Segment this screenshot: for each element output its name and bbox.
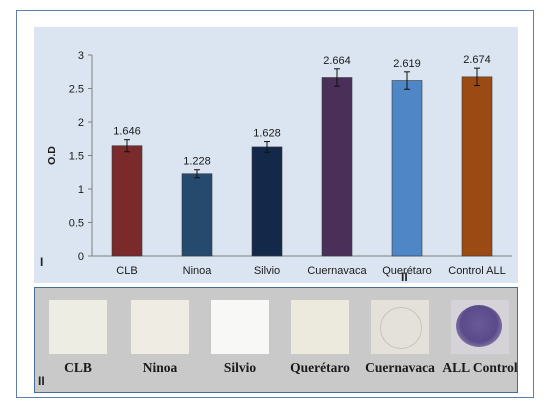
x-tick-label: CLB: [116, 265, 137, 277]
y-tick-label: 0.5: [69, 218, 84, 230]
y-tick-label: 1: [78, 184, 84, 196]
purple-spot: [456, 305, 502, 347]
y-tick-label: 3: [78, 50, 84, 62]
y-axis-title: O.D: [46, 146, 58, 165]
photo-panel: CLB Ninoa Silvio Querétaro Cuernavaca AL…: [34, 287, 518, 393]
panel-label-I: I: [40, 255, 44, 269]
bar: [181, 173, 213, 257]
y-tick-label: 0: [78, 251, 84, 263]
data-label: 1.228: [183, 156, 211, 168]
bar: [391, 80, 423, 257]
x-tick-label: Cuernavaca: [307, 265, 367, 277]
y-tick-label: 2: [78, 117, 84, 129]
y-tick-label: 2.5: [69, 84, 84, 96]
swatch-label-queretaro: Querétaro: [290, 360, 350, 375]
bar: [321, 77, 353, 257]
data-label: 1.646: [113, 126, 141, 138]
y-tick-label: 1.5: [69, 151, 84, 163]
data-label: 2.664: [323, 55, 351, 67]
swatch-all-control: [451, 300, 509, 354]
data-label: 2.619: [393, 58, 421, 70]
swatch-label-all-control: ALL Control: [442, 360, 518, 375]
swatch-label-clb: CLB: [64, 360, 92, 375]
x-tick-label: Control ALL: [448, 265, 505, 277]
figure-frame: 0 0.5 1 1.5 2 2.5 3 O.D 1.646 CLB 1.228 Ninoa 1.628 S…: [16, 10, 534, 398]
x-tick-label: Silvio: [254, 265, 280, 277]
bar-chart-panel: 0 0.5 1 1.5 2 2.5 3 O.D 1.646 CLB 1.228 Ninoa 1.628 S…: [34, 27, 518, 284]
swatch-cuernavaca: [371, 300, 429, 354]
swatch-queretaro: [291, 300, 349, 354]
bar: [251, 146, 283, 257]
swatch-label-ninoa: Ninoa: [142, 360, 178, 375]
x-tick-label: Ninoa: [183, 265, 213, 277]
x-tick-label: Querétaro: [382, 265, 432, 277]
bar-chart: 0 0.5 1 1.5 2 2.5 3 O.D 1.646 CLB 1.228 Ninoa 1.628 S…: [46, 50, 512, 277]
swatch-ninoa: [131, 300, 189, 354]
data-label: 2.674: [463, 54, 491, 66]
bar: [461, 76, 493, 257]
swatch-clb: [49, 300, 107, 354]
swatch-label-silvio: Silvio: [223, 360, 257, 375]
swatch-label-cuernavaca: Cuernavaca: [365, 360, 435, 375]
stray-panel-label: II: [401, 270, 408, 284]
bar: [111, 145, 143, 257]
swatch-ring: [380, 307, 422, 349]
data-label: 1.628: [253, 128, 281, 140]
panel-label-II: II: [38, 374, 45, 388]
swatch-silvio: [211, 300, 269, 354]
